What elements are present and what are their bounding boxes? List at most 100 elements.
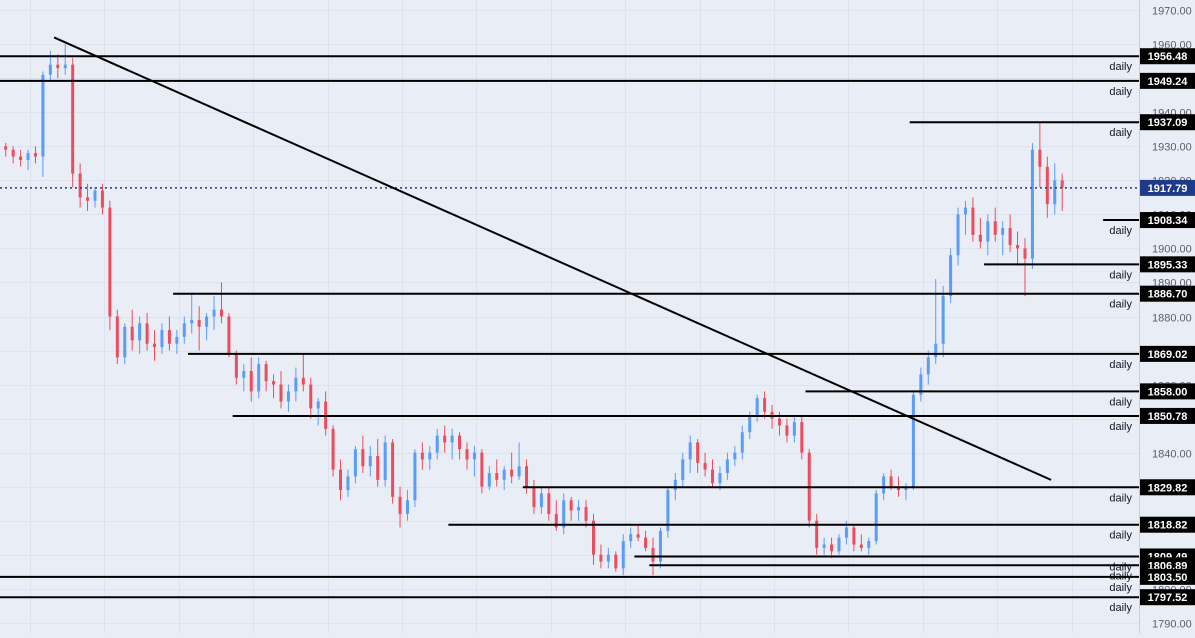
candle-body-down [219, 309, 223, 317]
candle-body-up [138, 323, 142, 341]
level-price-badge-label: 1818.82 [1148, 520, 1188, 532]
candle-body-up [413, 452, 417, 501]
candle-body-up [874, 493, 878, 542]
level-price-badge-label: 1956.48 [1148, 51, 1188, 63]
level-price-badge-label: 1908.34 [1148, 215, 1189, 227]
candle-body-up [316, 401, 320, 409]
candle-body-down [78, 173, 82, 198]
candle-body-down [1023, 248, 1027, 259]
candle-body-down [547, 493, 551, 514]
candle-body-down [279, 384, 283, 402]
candle-body-down [1038, 149, 1042, 167]
candle-body-down [777, 418, 781, 426]
candle-body-down [971, 207, 975, 235]
level-timeframe-label: daily [1109, 602, 1132, 614]
candle-body-up [673, 479, 677, 491]
candle-body-down [458, 435, 462, 450]
level-price-badge-label: 1850.78 [1148, 411, 1188, 423]
candle-body-up [368, 456, 372, 467]
candle-body-up [986, 221, 990, 242]
candle-body-up [205, 316, 209, 327]
candle-body-down [115, 316, 119, 358]
level-price-badge-label: 1886.70 [1148, 289, 1188, 301]
candle-body-up [904, 486, 908, 491]
candle-body-up [963, 207, 967, 215]
candle-body-down [465, 449, 469, 460]
candle-body-up [837, 537, 841, 552]
candle-body-up [1001, 228, 1005, 235]
candle-body-up [926, 357, 930, 375]
candle-body-up [26, 153, 30, 160]
candle-body-up [740, 432, 744, 453]
level-timeframe-label: daily [1109, 127, 1132, 139]
candle-body-down [763, 398, 767, 412]
level-timeframe-label: daily [1109, 61, 1132, 73]
y-tick-label: 1930.00 [1152, 142, 1192, 154]
candle-body-up [562, 500, 566, 528]
candle-body-up [733, 452, 737, 460]
candle-body-down [897, 486, 901, 491]
candle-body-up [63, 64, 67, 69]
candle-body-down [993, 221, 997, 235]
level-timeframe-label: daily [1109, 530, 1132, 542]
level-price-badge-label: 1937.09 [1148, 117, 1188, 129]
candle-body-down [651, 547, 655, 562]
candle-body-down [264, 364, 268, 382]
y-tick-label: 1970.00 [1152, 6, 1192, 18]
candle-body-down [56, 64, 60, 69]
candle-body-up [956, 214, 960, 256]
candle-body-up [681, 459, 685, 480]
level-timeframe-label: daily [1109, 269, 1132, 281]
candle-body-down [197, 319, 201, 327]
candle-body-up [606, 554, 610, 562]
level-price-badge-label: 1829.82 [1148, 482, 1188, 494]
candle-body-down [339, 469, 343, 491]
candle-body-up [41, 74, 45, 157]
y-tick-label: 1900.00 [1152, 244, 1192, 256]
candle-body-up [353, 449, 357, 477]
candle-body-up [934, 343, 938, 358]
candle-body-up [658, 530, 662, 562]
candle-body-up [882, 476, 886, 494]
candle-body-up [48, 64, 52, 75]
candle-body-down [108, 207, 112, 317]
level-price-badge-label: 1869.02 [1148, 349, 1188, 361]
candle-body-up [718, 473, 722, 484]
candle-body-down [249, 370, 253, 392]
candle-body-up [1053, 180, 1057, 205]
trendline[interactable] [53, 36, 1052, 481]
candle-body-down [420, 452, 424, 460]
candle-body-up [941, 296, 945, 344]
level-price-badge [1140, 48, 1195, 65]
level-timeframe-label: daily [1109, 492, 1132, 504]
candle-body-down [227, 316, 231, 354]
candle-body-up [911, 394, 915, 487]
level-price-badge [1140, 568, 1195, 585]
candle-body-up [346, 476, 350, 491]
candle-body-down [272, 381, 276, 385]
candle-body-up [1030, 149, 1034, 259]
candle-body-down [33, 153, 37, 157]
level-timeframe-label: daily [1109, 359, 1132, 371]
level-price-badge [1140, 345, 1195, 362]
candle-body-up [175, 336, 179, 344]
candle-body-down [11, 149, 15, 157]
candle-body-up [539, 493, 543, 508]
candle-body-up [577, 507, 581, 511]
candle-body-up [383, 442, 387, 480]
candle-body-down [510, 469, 514, 477]
candle-body-up [919, 374, 923, 395]
level-price-badge [1140, 256, 1195, 273]
level-price-badge [1140, 383, 1195, 400]
horizontal-levels: daily daily daily daily daily daily daily daily… [0, 55, 1139, 614]
candle-body-down [443, 435, 447, 443]
candle-body-down [696, 442, 700, 463]
candle-body-up [725, 459, 729, 474]
level-price-badge-label: 1895.33 [1148, 259, 1188, 271]
candle-body-down [830, 544, 834, 552]
candle-body-down [391, 442, 395, 497]
candle-body-up [487, 473, 491, 487]
candle-body-down [636, 534, 640, 538]
